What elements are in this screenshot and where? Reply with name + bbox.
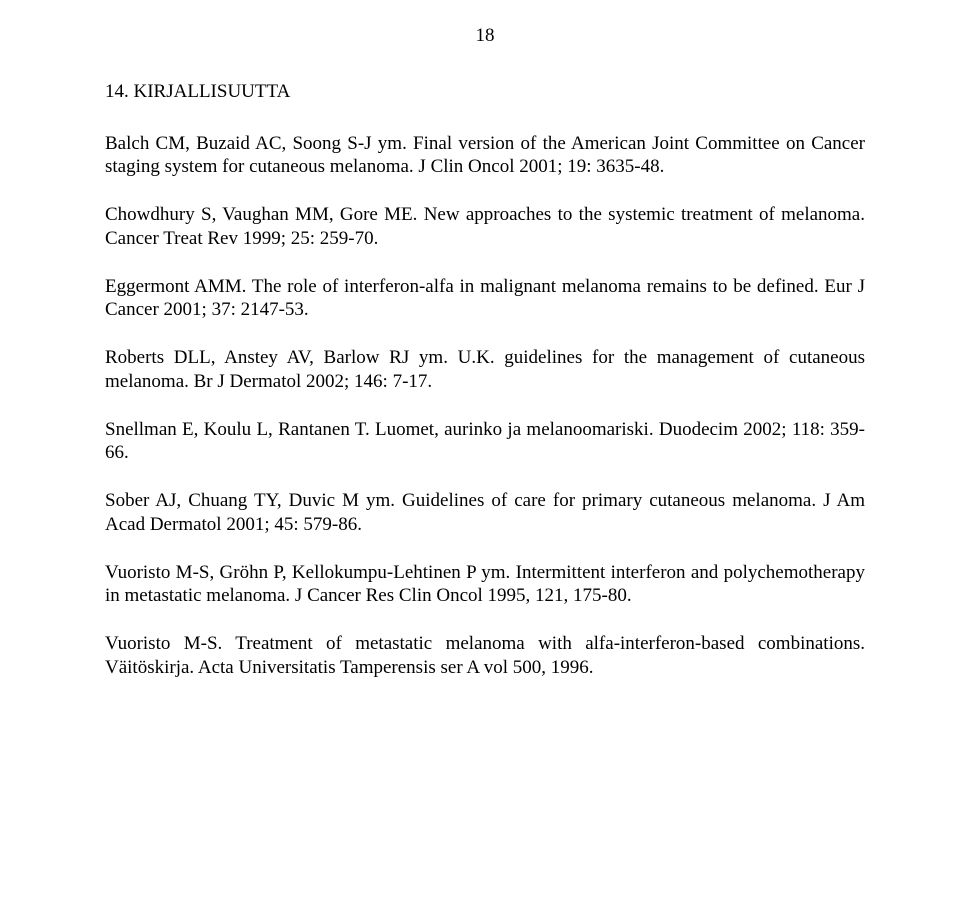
- reference-entry: Snellman E, Koulu L, Rantanen T. Luomet,…: [105, 418, 865, 466]
- page-number: 18: [105, 24, 865, 48]
- reference-entry: Vuoristo M-S. Treatment of metastatic me…: [105, 632, 865, 680]
- reference-entry: Vuoristo M-S, Gröhn P, Kellokumpu-Lehtin…: [105, 561, 865, 609]
- reference-entry: Eggermont AMM. The role of interferon-al…: [105, 275, 865, 323]
- reference-entry: Roberts DLL, Anstey AV, Barlow RJ ym. U.…: [105, 346, 865, 394]
- reference-entry: Balch CM, Buzaid AC, Soong S-J ym. Final…: [105, 132, 865, 180]
- reference-entry: Chowdhury S, Vaughan MM, Gore ME. New ap…: [105, 203, 865, 251]
- reference-entry: Sober AJ, Chuang TY, Duvic M ym. Guideli…: [105, 489, 865, 537]
- document-page: 18 14. KIRJALLISUUTTA Balch CM, Buzaid A…: [0, 0, 960, 720]
- section-heading: 14. KIRJALLISUUTTA: [105, 80, 865, 104]
